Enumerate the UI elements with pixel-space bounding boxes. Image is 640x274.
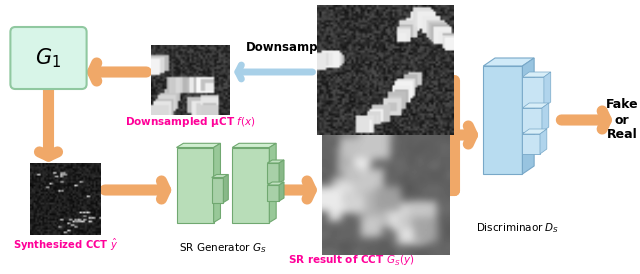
Polygon shape xyxy=(279,182,284,201)
Bar xyxy=(177,147,214,222)
Polygon shape xyxy=(522,129,547,134)
Bar xyxy=(522,108,542,132)
Text: Downsampled μCT $f(x)$: Downsampled μCT $f(x)$ xyxy=(125,115,255,129)
Bar xyxy=(268,185,279,201)
Text: Downsample: Downsample xyxy=(246,41,330,55)
Text: Original μCT $x$: Original μCT $x$ xyxy=(344,133,428,147)
Text: Discriminaor $D_S$: Discriminaor $D_S$ xyxy=(476,221,559,235)
Polygon shape xyxy=(522,58,534,174)
Polygon shape xyxy=(223,175,228,202)
Polygon shape xyxy=(483,58,534,66)
Bar xyxy=(522,134,540,154)
Text: Synthesized CCT $\hat{y}$: Synthesized CCT $\hat{y}$ xyxy=(13,237,118,253)
Polygon shape xyxy=(542,103,548,132)
Polygon shape xyxy=(522,72,551,77)
Polygon shape xyxy=(214,143,220,222)
Polygon shape xyxy=(544,72,551,107)
Bar xyxy=(522,77,544,107)
Text: SR Generator $G_S$: SR Generator $G_S$ xyxy=(179,241,266,255)
Polygon shape xyxy=(279,160,284,183)
Polygon shape xyxy=(232,143,276,147)
Polygon shape xyxy=(522,103,548,108)
Polygon shape xyxy=(212,175,228,178)
Text: $G_1$: $G_1$ xyxy=(35,46,61,70)
FancyBboxPatch shape xyxy=(10,27,86,89)
Bar xyxy=(212,178,223,202)
Text: SR result of CCT $G_S(\hat{y})$: SR result of CCT $G_S(\hat{y})$ xyxy=(288,252,415,268)
Polygon shape xyxy=(268,160,284,163)
Polygon shape xyxy=(268,182,284,185)
Text: Fake
or
Real: Fake or Real xyxy=(605,98,638,141)
Polygon shape xyxy=(269,143,276,222)
Bar xyxy=(483,66,522,174)
Bar xyxy=(268,163,279,183)
Polygon shape xyxy=(177,143,220,147)
Bar xyxy=(232,147,269,222)
Polygon shape xyxy=(540,129,547,154)
